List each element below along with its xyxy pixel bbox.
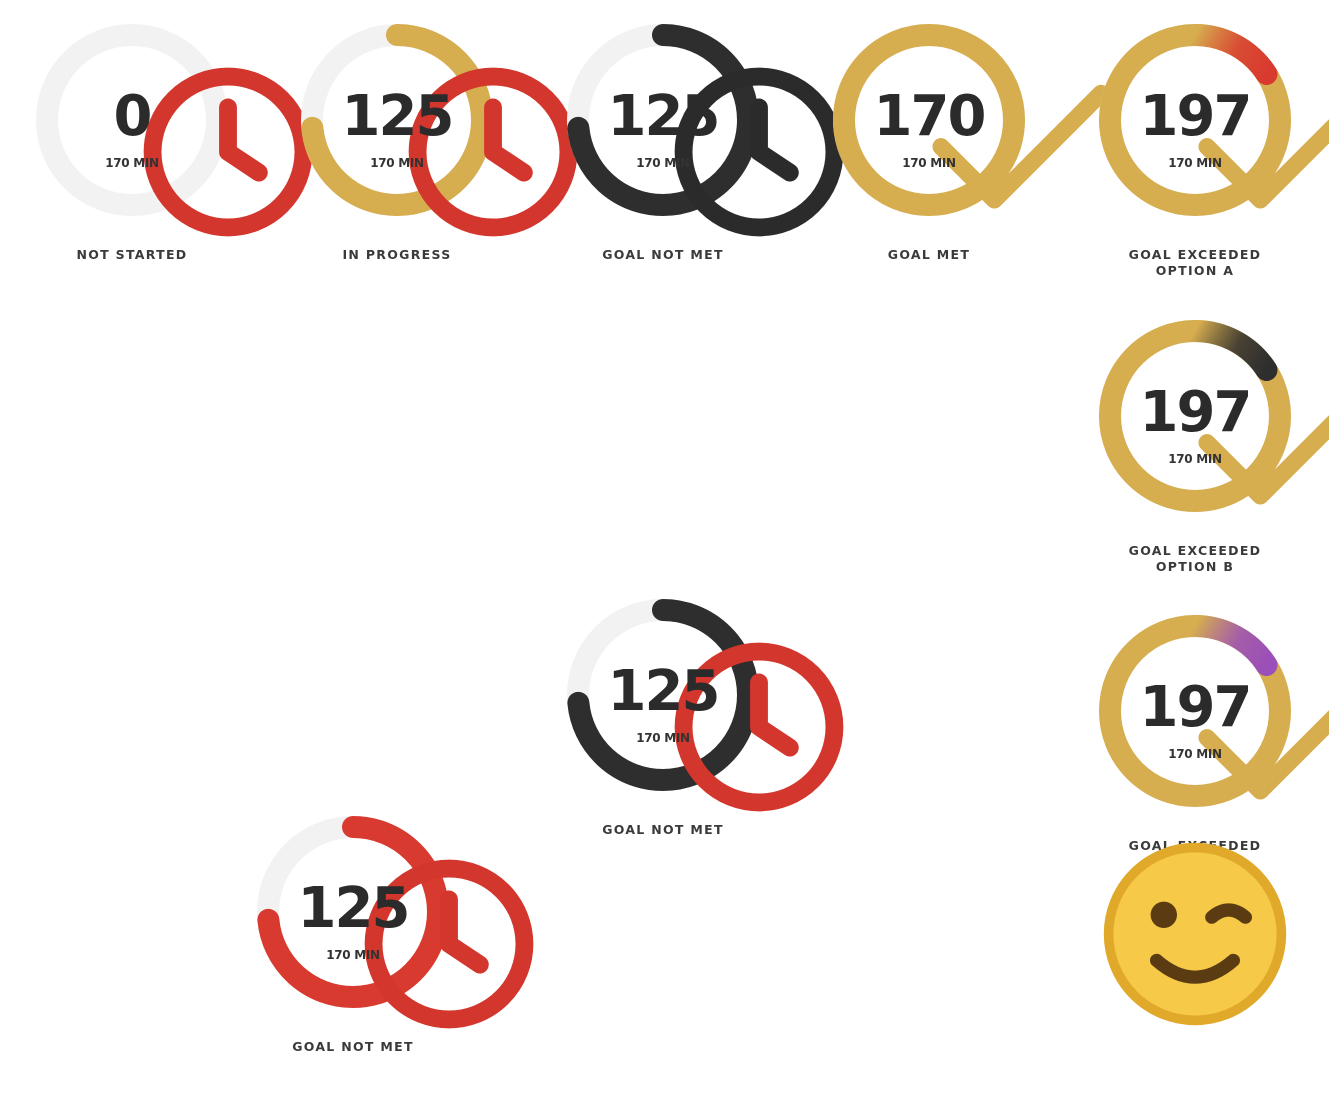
- ring-card-not-started: 0 170 MIN NOT STARTED: [22, 24, 313, 314]
- ring-card-goal-exceeded-b: 197 170 MIN GOAL EXCEEDED OPTION B: [1085, 320, 1329, 610]
- status-label: GOAL EXCEEDED OPTION A: [1085, 247, 1305, 279]
- clock-icon: [383, 56, 578, 237]
- status-label: GOAL NOT MET: [553, 247, 773, 263]
- checkmark-icon: [1177, 647, 1329, 800]
- ring-center: 197 170 MIN: [1099, 24, 1329, 216]
- ring-center: 125 170 MIN: [567, 24, 844, 237]
- ring-center: 125 170 MIN: [301, 24, 578, 237]
- progress-ring: [301, 24, 493, 216]
- status-label-line: IN PROGRESS: [287, 247, 507, 263]
- ring-target: 170 MIN: [370, 156, 424, 170]
- ring-center: 197 170 MIN: [1099, 615, 1329, 807]
- ring-value: 0: [113, 84, 153, 149]
- ring-card-goal-met: 170 170 MIN GOAL MET: [819, 24, 1110, 314]
- status-label-line: GOAL NOT MET: [243, 1039, 463, 1055]
- status-label-text: GOAL MET: [887, 247, 971, 262]
- progress-ring: [567, 24, 759, 216]
- ring-target: 170 MIN: [1168, 156, 1222, 170]
- checkmark-icon: [911, 56, 1110, 209]
- progress-ring: [36, 24, 228, 216]
- ring-progress-arc: [257, 816, 449, 1008]
- status-label-text: OPTION B: [1155, 559, 1235, 574]
- status-label: GOAL NOT MET: [243, 1039, 463, 1055]
- ring-value: 197: [1139, 84, 1253, 149]
- ring-excess-arc: [1184, 24, 1278, 86]
- ring-card-goal-not-met-red: 125 170 MIN GOAL NOT MET: [243, 816, 534, 1106]
- status-label-line: GOAL EXCEEDED: [1085, 247, 1305, 263]
- ring-center: 170 170 MIN: [833, 24, 1110, 216]
- status-label-line: GOAL MET: [819, 247, 1039, 263]
- ring-value: 197: [1139, 675, 1253, 740]
- ring-progress-arc: [567, 24, 759, 216]
- progress-ring: [833, 24, 1025, 216]
- ring-center: 0 170 MIN: [36, 24, 313, 237]
- ring-card-in-progress: 125 170 MIN IN PROGRESS: [287, 24, 578, 314]
- ring-target: 170 MIN: [636, 731, 690, 745]
- checkmark-icon: [1177, 352, 1329, 505]
- ring-value: 125: [341, 84, 455, 149]
- ring-center: 125 170 MIN: [567, 599, 844, 812]
- ring-center: 197 170 MIN: [1099, 320, 1329, 512]
- status-label: NOT STARTED: [22, 247, 242, 263]
- ring-value: 125: [297, 876, 411, 941]
- ring-value: 125: [607, 84, 721, 149]
- progress-ring: [567, 599, 759, 791]
- clock-icon: [118, 56, 313, 237]
- ring-center: 125 170 MIN: [257, 816, 534, 1029]
- status-label: IN PROGRESS: [287, 247, 507, 263]
- ring-progress-arc: [833, 24, 1025, 216]
- progress-ring: [1099, 615, 1291, 807]
- status-label-line: OPTION C: [1085, 842, 1305, 1026]
- status-label-text: GOAL NOT MET: [602, 247, 724, 262]
- clock-icon: [339, 848, 534, 1029]
- status-label-text: GOAL NOT MET: [292, 1039, 414, 1054]
- ring-target: 170 MIN: [636, 156, 690, 170]
- clock-icon: [649, 56, 844, 237]
- status-label-text: IN PROGRESS: [342, 247, 452, 262]
- status-label-line: OPTION B: [1085, 559, 1305, 575]
- status-label-text: GOAL EXCEEDED: [1128, 247, 1262, 262]
- status-label-text: GOAL NOT MET: [602, 822, 724, 837]
- status-label: GOAL EXCEEDED OPTION B: [1085, 543, 1305, 575]
- ring-card-goal-exceeded-a: 197 170 MIN GOAL EXCEEDED OPTION A: [1085, 24, 1329, 314]
- status-label-line: GOAL EXCEEDED: [1085, 543, 1305, 559]
- ring-target: 170 MIN: [105, 156, 159, 170]
- status-label-line: OPTION A: [1085, 263, 1305, 279]
- status-label-line: NOT STARTED: [22, 247, 242, 263]
- ring-value: 170: [873, 84, 987, 149]
- checkmark-icon: [1177, 56, 1329, 209]
- ring-card-goal-not-met-alt: 125 170 MIN GOAL NOT MET: [553, 599, 844, 889]
- ring-card-goal-not-met: 125 170 MIN GOAL NOT MET: [553, 24, 844, 314]
- ring-track: [36, 24, 228, 216]
- ring-target: 170 MIN: [1168, 747, 1222, 761]
- ring-progress-arc: [301, 24, 493, 216]
- ring-target: 170 MIN: [902, 156, 956, 170]
- status-label-line: GOAL NOT MET: [553, 822, 773, 838]
- status-label-line: GOAL NOT MET: [553, 247, 773, 263]
- ring-target: 170 MIN: [1168, 452, 1222, 466]
- ring-excess-arc: [1184, 320, 1278, 382]
- progress-ring: [1099, 320, 1291, 512]
- status-label-text: OPTION A: [1155, 263, 1235, 278]
- status-label: GOAL NOT MET: [553, 822, 773, 838]
- ring-progress-arc: [567, 599, 759, 791]
- status-label-text: GOAL EXCEEDED: [1128, 543, 1262, 558]
- ring-target: 170 MIN: [326, 948, 380, 962]
- progress-ring: [257, 816, 449, 1008]
- status-label: GOAL MET: [819, 247, 1039, 263]
- winking-face-emoji: [1103, 842, 1287, 1026]
- progress-ring: [1099, 24, 1291, 216]
- ring-value: 125: [607, 659, 721, 724]
- ring-value: 197: [1139, 380, 1253, 445]
- status-label-text: NOT STARTED: [76, 247, 188, 262]
- clock-icon: [649, 631, 844, 812]
- ring-excess-arc: [1184, 615, 1278, 677]
